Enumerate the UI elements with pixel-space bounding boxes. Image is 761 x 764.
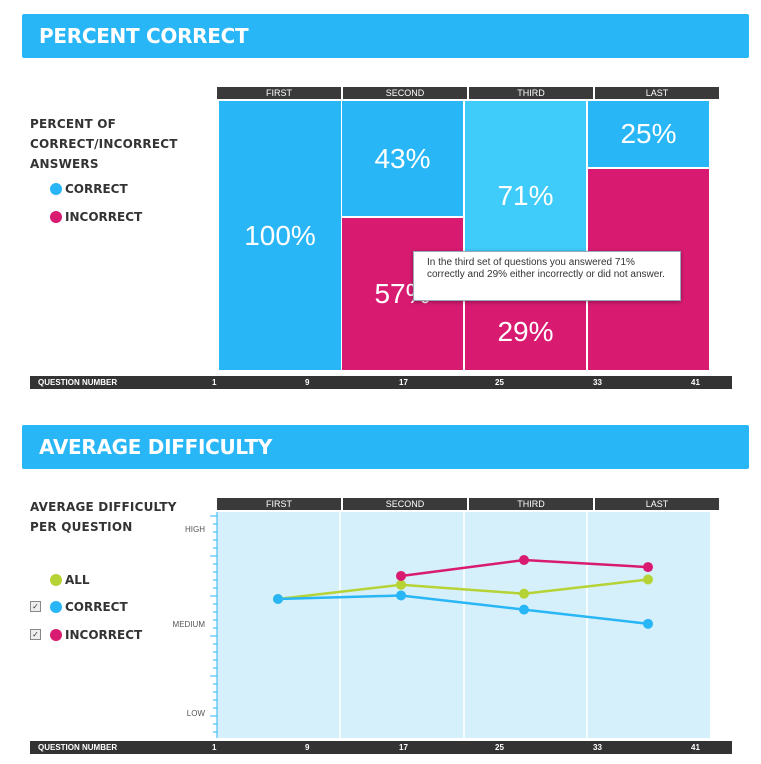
bar-segment-correct[interactable]: 25% [587, 100, 710, 168]
value-label: 100% [244, 219, 316, 251]
data-point-incorrect [643, 562, 653, 573]
correct-checkbox[interactable]: ✓ [30, 601, 41, 612]
question-tick: 17 [399, 743, 408, 752]
question-tick: 33 [593, 378, 602, 387]
side-title-line: PERCENT OF [30, 117, 117, 131]
data-point-all [519, 588, 529, 599]
series-line-all [277, 578, 649, 601]
data-point-correct [643, 618, 653, 629]
question-tick: 41 [691, 378, 700, 387]
side-title-line: AVERAGE DIFFICULTY [30, 500, 177, 514]
y-tick-label: LOW [187, 709, 206, 718]
data-point-correct [396, 590, 406, 601]
average-difficulty-banner: AVERAGE DIFFICULTY [22, 425, 749, 469]
question-tick: 25 [495, 743, 504, 752]
legend-incorrect[interactable]: INCORRECT [50, 628, 142, 642]
legend-label: CORRECT [65, 600, 128, 614]
data-point-incorrect [519, 555, 529, 565]
all-dot-icon [50, 574, 62, 586]
percent-correct-banner: PERCENT CORRECT [22, 14, 749, 58]
question-number-bar: QUESTION NUMBER 1 9 17 25 33 41 [30, 741, 732, 754]
incorrect-dot-icon [50, 629, 62, 641]
percent-side-title: PERCENT OF CORRECT/INCORRECT ANSWERS [30, 114, 178, 174]
column-header-third: THIRD [469, 498, 593, 510]
bar-segment-correct[interactable]: 100% [218, 100, 342, 371]
tooltip: In the third set of questions you answer… [413, 251, 681, 301]
question-bar-label: QUESTION NUMBER [38, 378, 118, 387]
series-line-correct [277, 594, 649, 626]
legend-label: INCORRECT [65, 210, 143, 224]
section-title: PERCENT CORRECT [39, 24, 249, 48]
legend-correct[interactable]: CORRECT [50, 182, 128, 196]
incorrect-checkbox[interactable]: ✓ [30, 629, 41, 640]
bar-segment-incorrect[interactable]: 29% [464, 292, 587, 371]
question-tick: 17 [399, 378, 408, 387]
data-point-all [643, 574, 653, 585]
legend-label: CORRECT [65, 182, 128, 196]
column-header-last: LAST [595, 498, 719, 510]
legend-label: INCORRECT [65, 628, 143, 642]
correct-dot-icon [50, 183, 62, 195]
column-header-first: FIRST [217, 498, 341, 510]
column-header-second: SECOND [343, 498, 467, 510]
question-tick: 33 [593, 743, 602, 752]
difficulty-side-title: AVERAGE DIFFICULTY PER QUESTION [30, 497, 177, 537]
legend-incorrect[interactable]: INCORRECT [50, 210, 142, 224]
y-tick-label: MEDIUM [173, 620, 206, 629]
question-tick: 1 [212, 743, 217, 752]
question-tick: 1 [212, 378, 217, 387]
value-label: 71% [497, 180, 554, 211]
legend-label: ALL [65, 573, 90, 587]
bar-segment-correct[interactable]: 43% [341, 100, 464, 217]
data-point-correct [519, 604, 529, 615]
value-label: 25% [620, 118, 677, 149]
y-tick-label: HIGH [185, 525, 205, 534]
side-title-line: CORRECT/INCORRECT [30, 137, 178, 151]
incorrect-dot-icon [50, 211, 62, 223]
data-point-incorrect [396, 570, 406, 581]
column-header-third: THIRD [469, 87, 593, 99]
data-point-all [396, 579, 406, 590]
value-label: 43% [374, 142, 431, 174]
question-bar-label: QUESTION NUMBER [38, 743, 118, 752]
question-tick: 41 [691, 743, 700, 752]
question-tick: 9 [305, 378, 310, 387]
legend-correct[interactable]: CORRECT [50, 600, 128, 614]
legend-all[interactable]: ALL [50, 573, 90, 587]
column-header-first: FIRST [217, 87, 341, 99]
data-point-correct [273, 594, 283, 604]
question-number-bar: QUESTION NUMBER 1 9 17 25 33 41 [30, 376, 732, 389]
question-tick: 9 [305, 743, 310, 752]
value-label: 29% [497, 315, 554, 347]
question-tick: 25 [495, 378, 504, 387]
side-title-line: ANSWERS [30, 157, 99, 171]
column-header-second: SECOND [343, 87, 467, 99]
column-header-last: LAST [595, 87, 719, 99]
correct-dot-icon [50, 601, 62, 613]
section-title: AVERAGE DIFFICULTY [39, 435, 273, 459]
side-title-line: PER QUESTION [30, 520, 133, 534]
